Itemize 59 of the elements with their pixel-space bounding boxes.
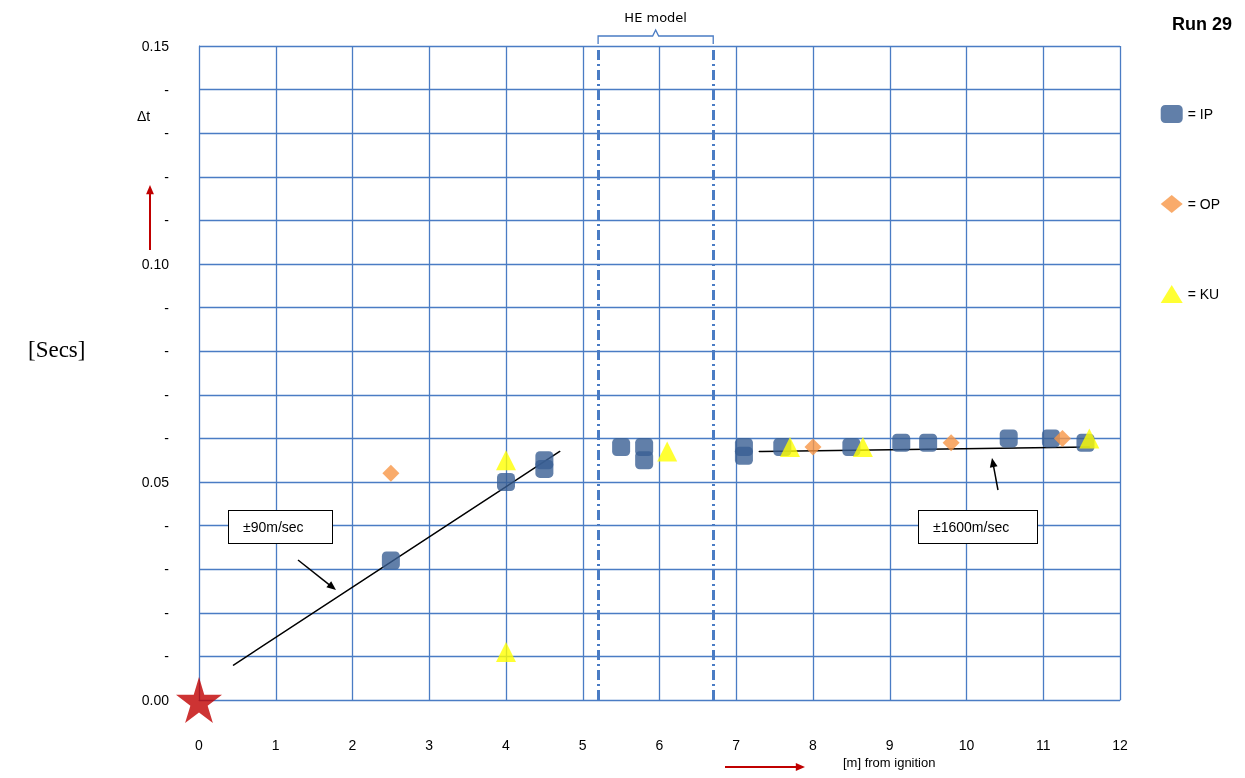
legend-label: = IP bbox=[1187, 106, 1213, 122]
x-tick-label: 1 bbox=[271, 737, 280, 753]
annotation: ±1600m/sec bbox=[918, 510, 1039, 544]
x-tick-label: 4 bbox=[502, 737, 511, 753]
y-tick-label: 0.00 bbox=[141, 692, 170, 708]
text: Run 29 bbox=[1171, 14, 1232, 34]
x-tick-label: 9 bbox=[885, 737, 894, 753]
point bbox=[1053, 429, 1071, 447]
point bbox=[999, 429, 1018, 448]
text: HE model bbox=[624, 10, 687, 25]
y-tick-label: 0.10 bbox=[141, 256, 170, 272]
point bbox=[657, 441, 678, 462]
x-tick-label: 5 bbox=[578, 737, 587, 753]
y-tick-label: - bbox=[164, 168, 170, 185]
y-tick-label: - bbox=[164, 299, 170, 316]
x-tick-label: 3 bbox=[425, 737, 434, 753]
x-tick-label: 8 bbox=[809, 737, 818, 753]
x-tick-label: 6 bbox=[655, 737, 664, 753]
point bbox=[942, 434, 960, 452]
point bbox=[612, 438, 631, 457]
point bbox=[496, 642, 516, 663]
y-tick-label: - bbox=[164, 386, 170, 403]
legend-label: = OP bbox=[1187, 196, 1220, 212]
x-tick-label: 2 bbox=[348, 737, 357, 753]
point bbox=[381, 551, 400, 570]
point bbox=[496, 450, 516, 471]
y-tick-label: - bbox=[164, 604, 170, 621]
point bbox=[734, 446, 753, 465]
point bbox=[804, 438, 822, 456]
point bbox=[382, 464, 400, 482]
x-tick-label: 11 bbox=[1035, 737, 1051, 753]
point bbox=[779, 437, 800, 458]
x-axis-title: [m] from ignition bbox=[843, 755, 936, 770]
point bbox=[892, 433, 911, 452]
x-tick-label: 7 bbox=[732, 737, 741, 753]
x-tick-label: 0 bbox=[195, 737, 204, 753]
point bbox=[635, 451, 654, 470]
y-axis-title: Δt bbox=[137, 108, 151, 124]
point bbox=[497, 473, 515, 491]
y-tick-label: 0.15 bbox=[141, 38, 170, 54]
y-tick-label: - bbox=[164, 517, 170, 534]
y-tick-label: - bbox=[164, 81, 170, 98]
point bbox=[919, 433, 938, 452]
y-tick-label: 0.05 bbox=[141, 474, 170, 490]
y-tick-label: - bbox=[164, 648, 170, 665]
point bbox=[535, 459, 554, 478]
y-tick-label: - bbox=[164, 561, 170, 578]
text: [Secs] bbox=[28, 337, 86, 363]
x-tick-label: 12 bbox=[1112, 737, 1128, 753]
point bbox=[852, 437, 873, 458]
y-tick-label: - bbox=[164, 125, 170, 142]
y-tick-label: - bbox=[164, 430, 170, 447]
y-tick-label: - bbox=[164, 212, 170, 229]
x-tick-label: 10 bbox=[958, 737, 975, 753]
annotation: ±90m/sec bbox=[228, 510, 333, 544]
point bbox=[1079, 428, 1100, 449]
legend-label: = KU bbox=[1187, 286, 1220, 302]
y-tick-label: - bbox=[164, 343, 170, 360]
point bbox=[176, 677, 222, 723]
